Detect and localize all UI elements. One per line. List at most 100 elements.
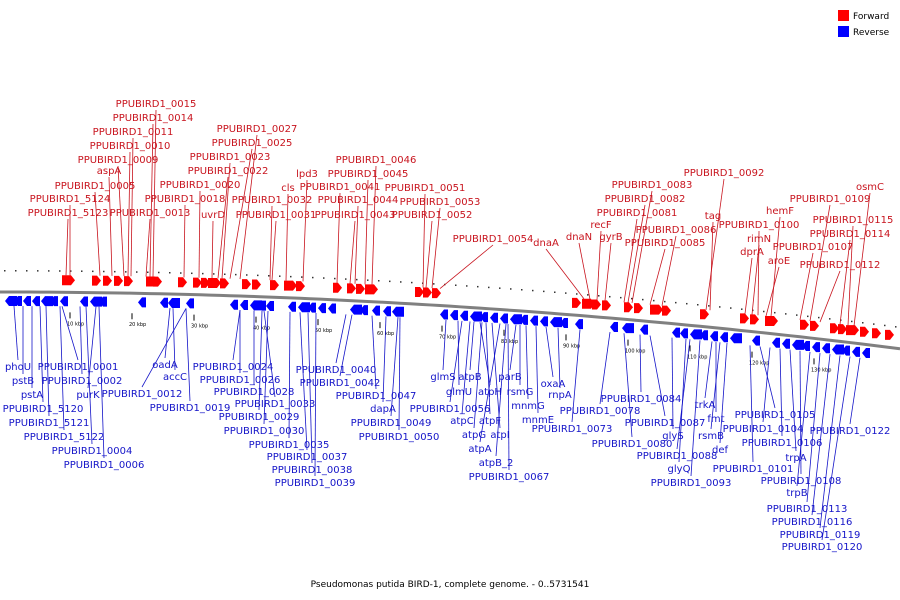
reverse-gene-arrow[interactable] [383,306,391,317]
reverse-gene-arrow[interactable] [812,342,820,353]
forward-gene-arrow[interactable] [153,276,162,287]
reverse-gene-arrow[interactable] [772,337,780,348]
forward-gene-arrow[interactable] [830,323,839,334]
forward-gene-arrow[interactable] [365,284,378,295]
reverse-gene-arrow[interactable] [186,298,194,309]
reverse-gene-arrow[interactable] [690,329,702,340]
reverse-gene-arrow[interactable] [50,296,58,307]
reverse-gene-arrow[interactable] [160,297,168,308]
reverse-gene-arrow[interactable] [782,338,790,349]
reverse-gene-arrow[interactable] [450,310,458,321]
reverse-gene-arrow[interactable] [500,313,508,324]
reverse-gene-arrow[interactable] [41,296,53,307]
reverse-gene-arrow[interactable] [550,317,562,328]
reverse-gene-arrow[interactable] [460,310,468,321]
reverse-gene-arrow[interactable] [730,333,742,344]
reverse-gene-arrow[interactable] [318,303,326,314]
reverse-gene-arrow[interactable] [575,319,583,330]
reverse-gene-arrow[interactable] [862,348,870,359]
reverse-gene-arrow[interactable] [822,343,830,354]
reverse-gene-arrow[interactable] [700,330,708,341]
reverse-gene-arrow[interactable] [80,296,88,307]
forward-gene-arrow[interactable] [860,326,869,337]
forward-gene-arrow[interactable] [201,277,210,288]
forward-gene-arrow[interactable] [193,277,202,288]
forward-gene-arrow[interactable] [432,288,441,299]
reverse-gene-arrow[interactable] [258,300,266,311]
forward-gene-arrow[interactable] [252,279,261,290]
reverse-gene-arrow[interactable] [32,296,40,307]
reverse-gene-arrow[interactable] [560,317,568,328]
reverse-gene-arrow[interactable] [23,296,31,307]
forward-gene-arrow[interactable] [592,299,601,310]
forward-gene-arrow[interactable] [92,275,101,286]
reverse-gene-arrow[interactable] [298,302,310,313]
forward-gene-arrow[interactable] [765,315,778,326]
reverse-gene-arrow[interactable] [520,314,528,325]
forward-gene-arrow[interactable] [103,275,112,286]
reverse-gene-arrow[interactable] [640,324,648,335]
reverse-gene-arrow[interactable] [440,309,448,320]
forward-gene-arrow[interactable] [650,304,663,315]
forward-gene-arrow[interactable] [356,283,365,294]
forward-gene-arrow[interactable] [602,300,611,311]
reverse-gene-arrow[interactable] [90,296,102,307]
forward-gene-arrow[interactable] [634,303,643,314]
reverse-gene-arrow[interactable] [710,331,718,342]
forward-gene-arrow[interactable] [662,305,671,316]
reverse-gene-arrow[interactable] [308,302,316,313]
forward-gene-arrow[interactable] [572,297,581,308]
forward-gene-arrow[interactable] [242,279,251,290]
forward-gene-arrow[interactable] [208,278,221,289]
reverse-gene-arrow[interactable] [510,314,522,325]
reverse-gene-arrow[interactable] [266,300,274,311]
reverse-gene-arrow[interactable] [720,332,728,343]
reverse-gene-arrow[interactable] [852,346,860,357]
reverse-gene-arrow[interactable] [328,303,336,314]
reverse-gene-arrow[interactable] [240,300,248,311]
reverse-gene-arrow[interactable] [680,328,688,339]
reverse-gene-arrow[interactable] [5,296,17,307]
reverse-gene-arrow[interactable] [14,296,22,307]
reverse-gene-arrow[interactable] [610,322,618,333]
reverse-gene-arrow[interactable] [288,301,296,312]
reverse-gene-arrow[interactable] [802,341,810,352]
reverse-gene-arrow[interactable] [60,296,68,307]
forward-gene-arrow[interactable] [62,275,75,286]
forward-gene-arrow[interactable] [178,277,187,288]
reverse-gene-arrow[interactable] [360,305,368,316]
reverse-gene-arrow[interactable] [752,335,760,346]
forward-gene-arrow[interactable] [114,275,123,286]
reverse-gene-arrow[interactable] [470,311,482,322]
reverse-gene-arrow[interactable] [530,315,538,326]
reverse-gene-arrow[interactable] [832,344,844,355]
reverse-gene-arrow[interactable] [480,312,488,323]
forward-gene-arrow[interactable] [750,314,759,325]
reverse-gene-arrow[interactable] [250,300,262,311]
forward-gene-arrow[interactable] [800,319,809,330]
forward-gene-arrow[interactable] [333,282,342,293]
forward-gene-arrow[interactable] [846,325,859,336]
reverse-gene-arrow[interactable] [350,304,362,315]
forward-gene-arrow[interactable] [124,276,133,287]
forward-gene-arrow[interactable] [582,298,595,309]
forward-gene-arrow[interactable] [284,280,297,291]
reverse-gene-arrow[interactable] [672,327,680,338]
forward-gene-arrow[interactable] [838,324,847,335]
forward-gene-arrow[interactable] [872,328,881,339]
forward-gene-arrow[interactable] [810,320,819,331]
forward-gene-arrow[interactable] [700,309,709,320]
forward-gene-arrow[interactable] [740,313,749,324]
forward-gene-arrow[interactable] [415,287,424,298]
forward-gene-arrow[interactable] [624,302,633,313]
forward-gene-arrow[interactable] [270,280,279,291]
reverse-gene-arrow[interactable] [168,297,180,308]
forward-gene-arrow[interactable] [423,287,432,298]
forward-gene-arrow[interactable] [220,278,229,289]
forward-gene-arrow[interactable] [885,329,894,340]
reverse-gene-arrow[interactable] [490,312,498,323]
reverse-gene-arrow[interactable] [392,306,404,317]
reverse-gene-arrow[interactable] [99,296,107,307]
reverse-gene-arrow[interactable] [540,316,548,327]
reverse-gene-arrow[interactable] [842,345,850,356]
